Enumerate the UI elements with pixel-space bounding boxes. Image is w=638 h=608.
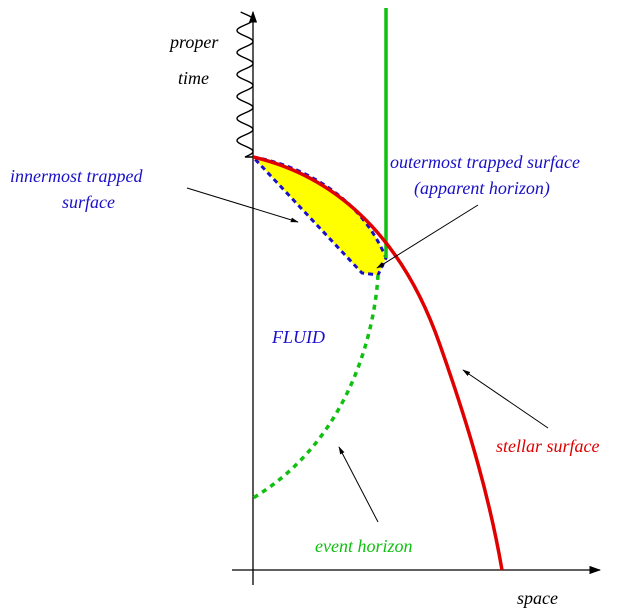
singularity-wavy-line: [236, 11, 254, 158]
trapped-region: [248, 154, 388, 277]
stellar-surface-pointer-arrow: [462, 369, 549, 429]
proper-label: proper: [168, 32, 219, 52]
innermost-pointer-arrow: [186, 187, 299, 223]
innermost-label-line1: innermost trapped: [10, 166, 143, 186]
event-horizon-pointer-arrow: [338, 446, 379, 523]
outermost-label-line1: outermost trapped surface: [390, 152, 580, 172]
stellar-surface-curve: [252, 155, 504, 571]
outermost-label-line2: (apparent horizon): [414, 178, 550, 199]
event-horizon-curve: [252, 274, 380, 500]
fluid-label: FLUID: [271, 327, 325, 347]
innermost-label-line2: surface: [62, 192, 115, 212]
outermost-pointer-arrow: [376, 204, 479, 269]
space-label: space: [517, 588, 558, 608]
stellar-surface-label: stellar surface: [496, 436, 600, 456]
time-label: time: [178, 68, 209, 88]
event-horizon-label: event horizon: [315, 536, 412, 556]
